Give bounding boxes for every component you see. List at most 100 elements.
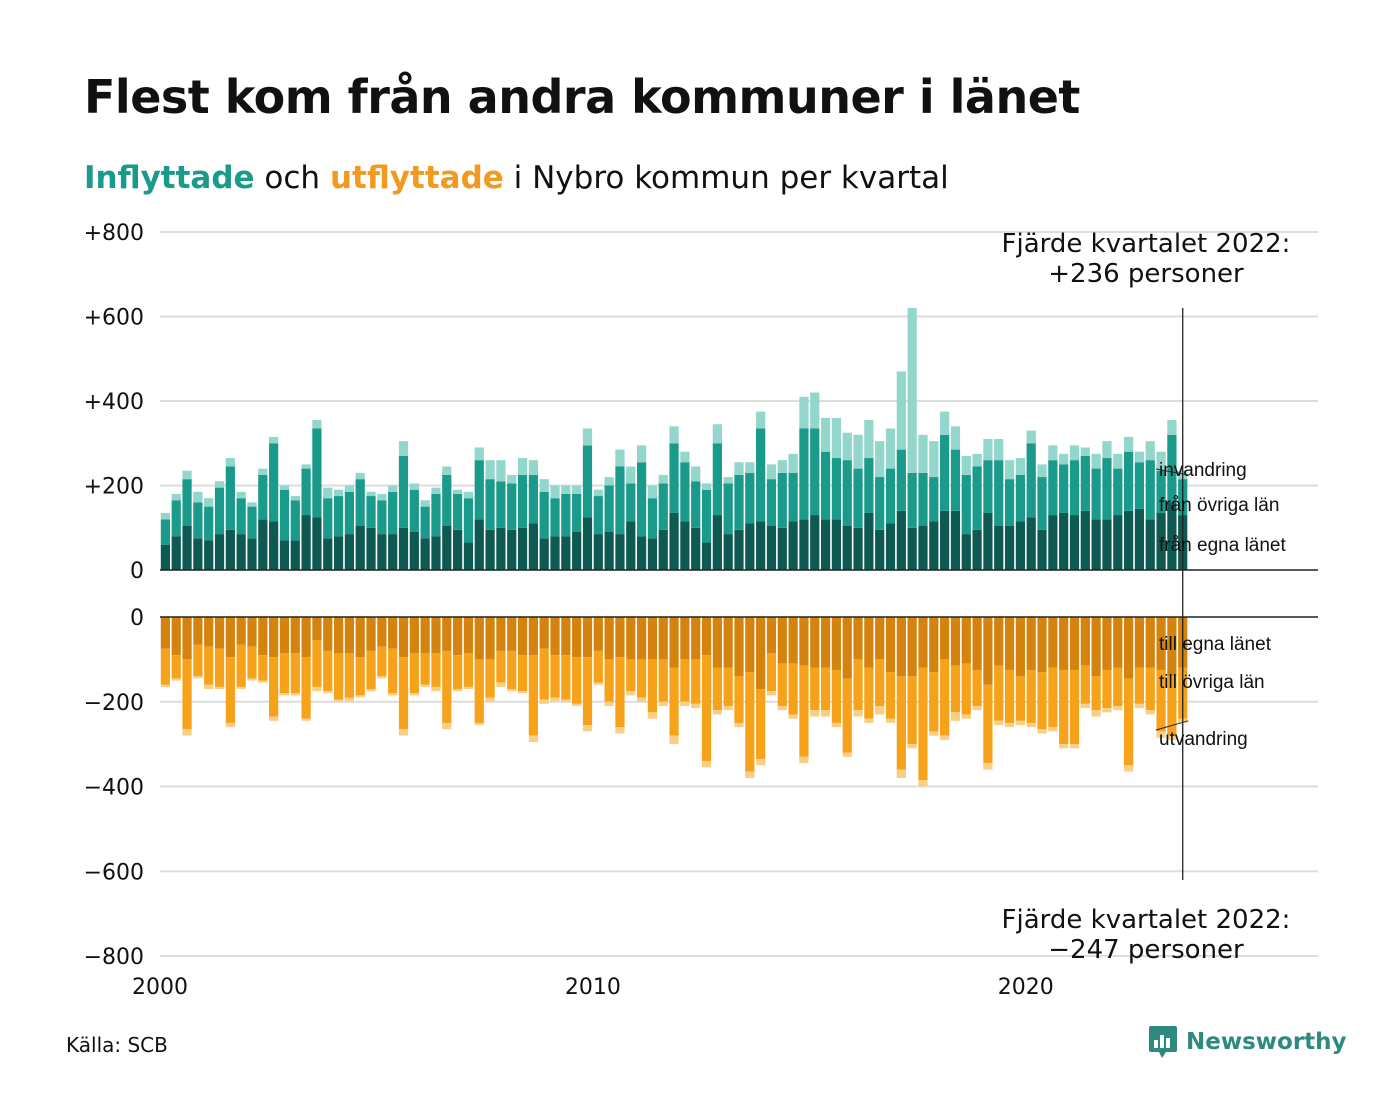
bar-in-egna [431, 536, 441, 570]
bar-out-utvandring [312, 686, 322, 692]
bar-in-ovriga [1156, 470, 1166, 513]
bar-out-egna [269, 617, 279, 658]
bar-out-utvandring [983, 763, 993, 770]
bar-in-invandring [366, 491, 376, 497]
bar-in-invandring [279, 485, 290, 490]
bar-out-ovriga [290, 653, 300, 694]
bar-in-egna [1167, 502, 1177, 570]
bar-in-invandring [961, 455, 971, 475]
bar-out-egna [550, 617, 560, 656]
bar-in-invandring [539, 479, 549, 492]
bar-out-egna [842, 617, 852, 679]
annotation-bottom-line2: −247 personer [1048, 935, 1244, 965]
bar-in-egna [658, 529, 668, 570]
bar-in-invandring [1156, 451, 1166, 471]
bar-out-egna [701, 617, 712, 656]
bar-in-egna [972, 529, 982, 570]
brand-name: Newsworthy [1186, 1029, 1347, 1055]
bar-out-egna [1004, 617, 1015, 670]
y-tick-label-top: +400 [84, 390, 144, 415]
bar-in-ovriga [756, 428, 766, 522]
bar-out-utvandring [842, 752, 852, 757]
bar-in-egna [442, 525, 452, 570]
bar-in-egna [831, 519, 842, 570]
bar-out-utvandring [301, 718, 311, 721]
y-tick-label-bottom: −200 [84, 691, 144, 716]
bar-in-ovriga [669, 443, 679, 513]
bar-in-ovriga [994, 460, 1004, 526]
bar-out-utvandring [431, 686, 441, 692]
bar-in-egna [1048, 515, 1058, 570]
bar-out-egna [301, 617, 311, 658]
bar-in-egna [636, 536, 647, 570]
bar-out-utvandring [279, 693, 290, 696]
bar-out-ovriga [1134, 667, 1145, 704]
bar-out-egna [972, 617, 982, 670]
series-label-egna-out: till egna länet [1159, 634, 1272, 655]
bar-in-ovriga [777, 472, 787, 528]
bar-out-ovriga [323, 650, 333, 692]
bar-in-ovriga [279, 489, 290, 541]
bar-in-egna [582, 517, 593, 570]
bar-in-invandring [496, 460, 506, 482]
bar-in-invandring [1113, 453, 1123, 469]
bar-out-ovriga [777, 663, 787, 706]
bar-out-egna [1069, 617, 1080, 670]
bar-out-utvandring [799, 756, 809, 764]
bar-out-ovriga [485, 659, 495, 698]
series-label-utvandring: utvandring [1159, 729, 1248, 750]
bar-in-invandring [983, 439, 993, 461]
bar-out-utvandring [539, 699, 549, 704]
bar-out-egna [279, 617, 290, 654]
bar-in-ovriga [171, 500, 181, 537]
bar-in-ovriga [236, 498, 246, 535]
bar-in-invandring [431, 487, 441, 494]
bar-out-utvandring [1026, 722, 1036, 728]
bar-in-egna [1080, 510, 1090, 570]
bar-out-utvandring [582, 725, 593, 732]
bar-in-invandring [940, 411, 950, 435]
bar-out-ovriga [647, 659, 658, 713]
bar-out-ovriga [604, 659, 614, 702]
bar-out-utvandring [193, 676, 203, 679]
bar-out-utvandring [290, 693, 300, 696]
bar-in-invandring [204, 498, 214, 507]
bar-out-utvandring [1134, 703, 1145, 709]
bar-in-egna [182, 525, 192, 570]
series-label-egna-in: från egna länet [1159, 535, 1286, 556]
bar-out-utvandring [366, 689, 376, 692]
x-tick-label: 2010 [565, 975, 621, 1000]
bar-in-invandring [712, 424, 722, 444]
bar-in-invandring [269, 436, 279, 444]
bar-out-egna [885, 617, 896, 673]
bar-out-utvandring [626, 691, 636, 696]
annotation-top-line2: +236 personer [1048, 259, 1244, 289]
bar-out-ovriga [723, 667, 733, 706]
bar-out-ovriga [453, 655, 463, 690]
bar-in-invandring [1059, 453, 1069, 465]
bar-out-ovriga [214, 648, 225, 687]
bar-in-ovriga [225, 466, 235, 530]
bar-in-invandring [182, 470, 192, 480]
bar-in-egna [950, 510, 961, 570]
bar-in-invandring [388, 485, 398, 492]
bar-in-ovriga [1059, 464, 1069, 513]
bar-out-ovriga [442, 650, 452, 723]
bar-out-egna [236, 617, 246, 645]
bar-in-invandring [831, 417, 842, 459]
bar-out-utvandring [409, 693, 419, 696]
bar-out-egna [820, 617, 831, 668]
bar-out-ovriga [680, 659, 690, 702]
bar-out-utvandring [723, 705, 733, 711]
bar-out-ovriga [799, 665, 809, 757]
source-note: Källa: SCB [66, 1033, 168, 1057]
bar-out-egna [810, 617, 820, 668]
bar-in-invandring [344, 485, 355, 492]
bar-in-invandring [864, 420, 874, 459]
bar-in-egna [258, 519, 268, 570]
bar-out-utvandring [712, 710, 722, 715]
bar-out-ovriga [572, 657, 582, 704]
bar-in-ovriga [1145, 460, 1155, 520]
bar-out-egna [658, 617, 668, 660]
bar-out-ovriga [539, 648, 549, 700]
